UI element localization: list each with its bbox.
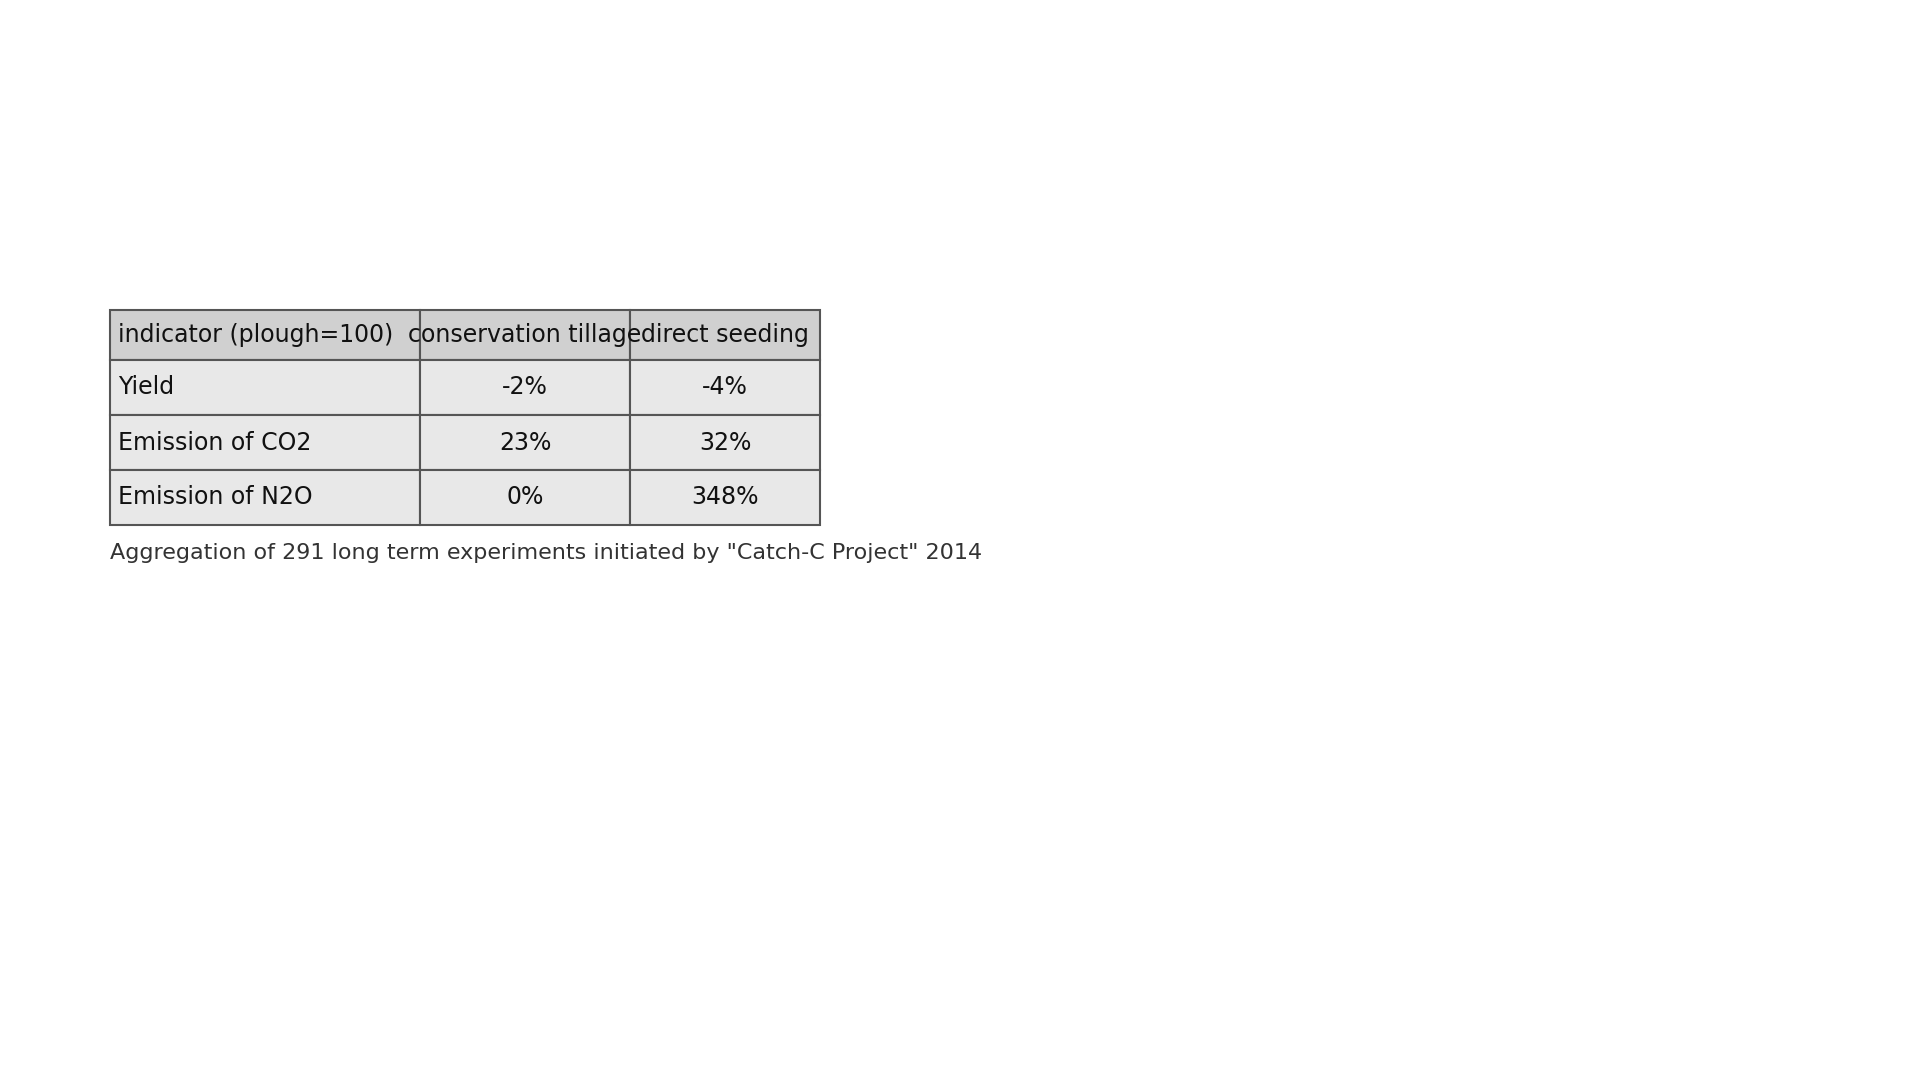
Bar <box>630 415 820 470</box>
Bar <box>630 360 820 415</box>
Text: Aggregation of 291 long term experiments initiated by "Catch-C Project" 2014: Aggregation of 291 long term experiments… <box>109 543 983 563</box>
Bar <box>109 470 420 525</box>
Text: Yield: Yield <box>117 376 175 400</box>
Bar <box>109 415 420 470</box>
Bar <box>109 360 420 415</box>
Text: 23%: 23% <box>499 431 551 455</box>
Bar <box>420 310 630 360</box>
Text: 0%: 0% <box>507 486 543 510</box>
Bar <box>420 415 630 470</box>
Text: 32%: 32% <box>699 431 751 455</box>
Text: conservation tillage: conservation tillage <box>409 323 641 347</box>
Text: Emission of CO2: Emission of CO2 <box>117 431 311 455</box>
Bar <box>630 470 820 525</box>
Bar <box>420 470 630 525</box>
Text: indicator (plough=100): indicator (plough=100) <box>117 323 394 347</box>
Text: -2%: -2% <box>501 376 547 400</box>
Text: -4%: -4% <box>703 376 749 400</box>
Text: 348%: 348% <box>691 486 758 510</box>
Text: Emission of N2O: Emission of N2O <box>117 486 313 510</box>
Text: direct seeding: direct seeding <box>641 323 808 347</box>
Bar <box>630 310 820 360</box>
Bar <box>420 360 630 415</box>
Bar <box>109 310 420 360</box>
